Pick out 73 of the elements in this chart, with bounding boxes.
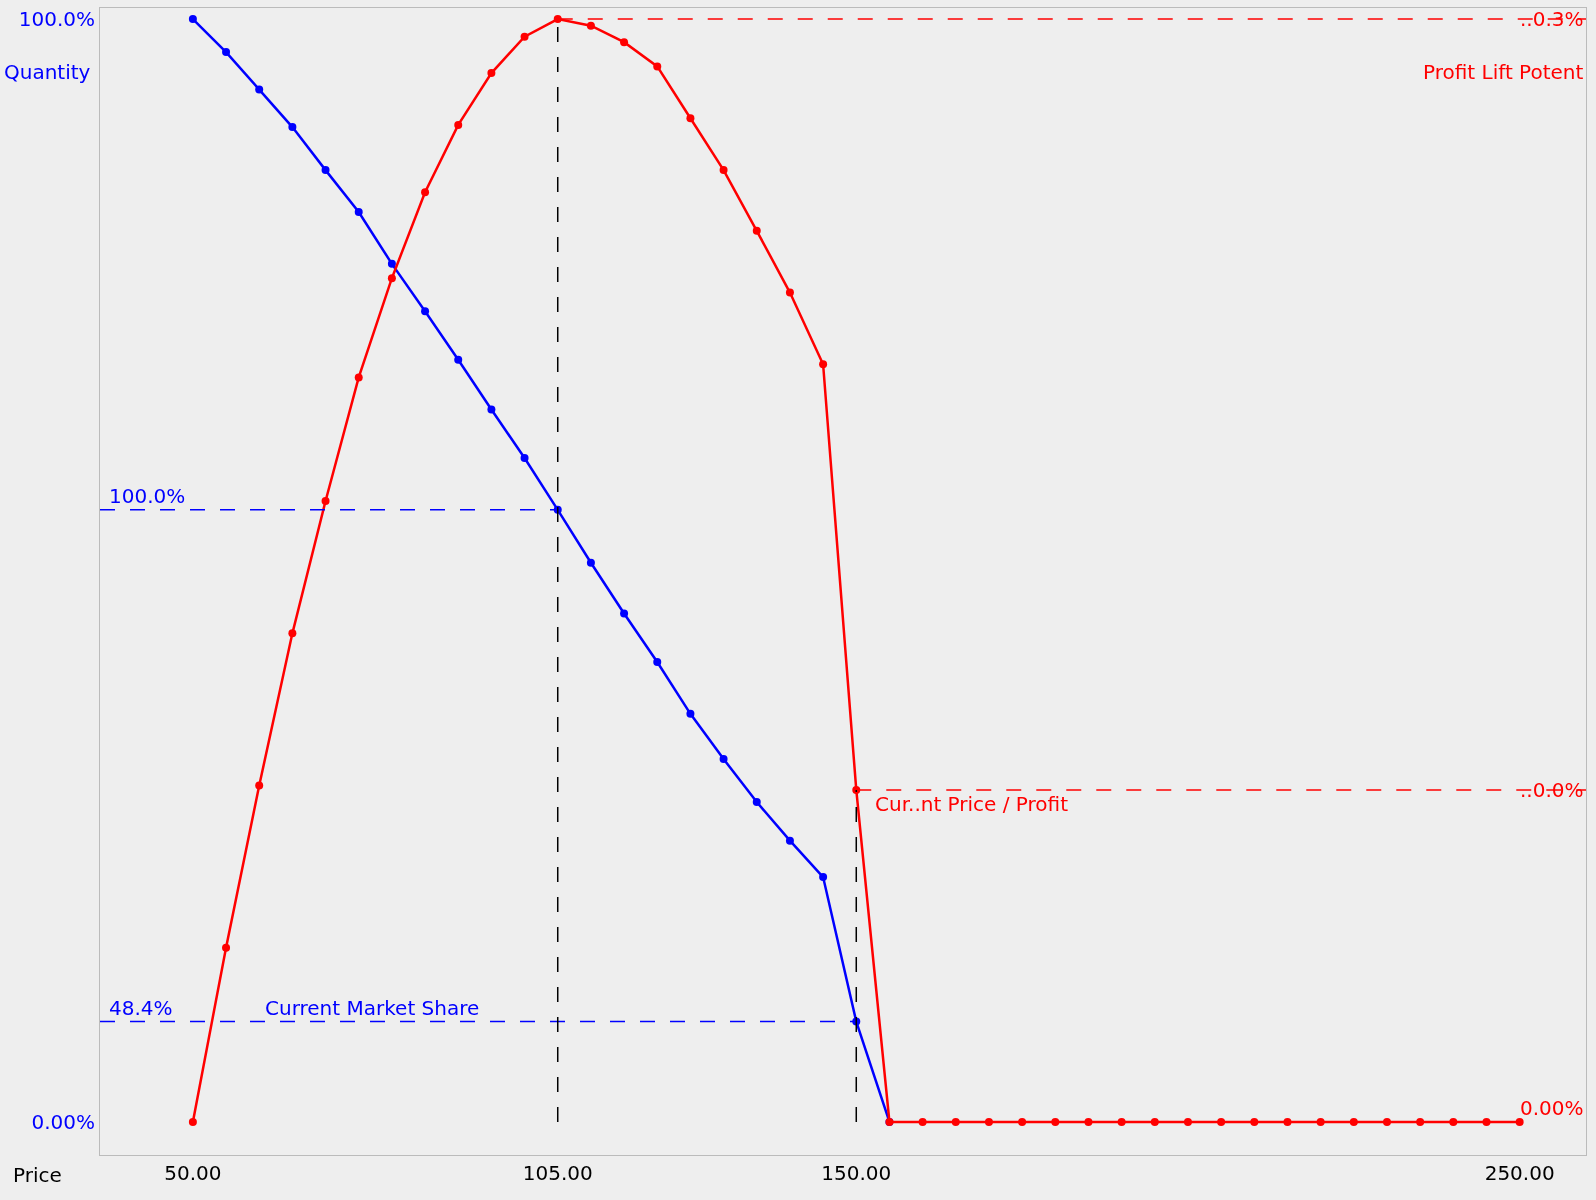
point [719,166,728,175]
annotation: Profit Lift Potent [1423,60,1584,84]
point [1018,1117,1027,1126]
annotation: 100.0% [109,484,186,508]
point [454,355,463,364]
point [686,114,695,123]
annotation: ..0.0% [1520,778,1584,802]
point [620,609,629,618]
point [321,496,330,505]
point [1150,1117,1159,1126]
x-tick-label: 50.00 [164,1161,222,1185]
annotation: 0.00% [1520,1096,1584,1120]
point [222,943,231,952]
point [387,259,396,268]
annotation: 48.4% [109,996,173,1020]
point [1416,1117,1425,1126]
point [653,62,662,71]
point [520,453,529,462]
point [686,709,695,718]
annotation: ..0.3% [1520,7,1584,31]
point [520,32,529,41]
point [288,123,297,132]
point [553,15,562,24]
point [288,629,297,638]
point [421,307,430,316]
point [752,798,761,807]
point [188,1117,197,1126]
point [918,1117,927,1126]
point [1482,1117,1491,1126]
point [1183,1117,1192,1126]
annotation: Current Market Share [265,996,480,1020]
point [421,188,430,197]
point [653,658,662,667]
text: Quantity [4,60,91,84]
point [951,1117,960,1126]
point [255,85,264,94]
point [1382,1117,1391,1126]
point [188,15,197,24]
point [1051,1117,1060,1126]
point [586,558,595,567]
point [785,836,794,845]
x-tick-label: 150.00 [821,1161,892,1185]
point [354,373,363,382]
point [354,208,363,217]
point [819,873,828,882]
point [255,781,264,790]
point [719,755,728,764]
point [1316,1117,1325,1126]
x-tick-label: 105.00 [522,1161,593,1185]
point [387,274,396,283]
point [1084,1117,1093,1126]
point [1449,1117,1458,1126]
point [1283,1117,1292,1126]
point [785,288,794,297]
point [1515,1117,1524,1126]
point [984,1117,993,1126]
point [321,166,330,175]
point [586,21,595,30]
annotation: Cur..nt Price / Profit [875,792,1069,816]
point [819,360,828,369]
point [487,69,496,78]
point [752,226,761,235]
point [1250,1117,1259,1126]
point [1117,1117,1126,1126]
x-axis-title: Price [13,1163,62,1187]
point [222,48,231,57]
point [620,38,629,47]
point [852,785,861,794]
point [1349,1117,1358,1126]
x-tick-label: 250.00 [1484,1161,1555,1185]
point [1217,1117,1226,1126]
point [487,405,496,414]
point [454,120,463,129]
